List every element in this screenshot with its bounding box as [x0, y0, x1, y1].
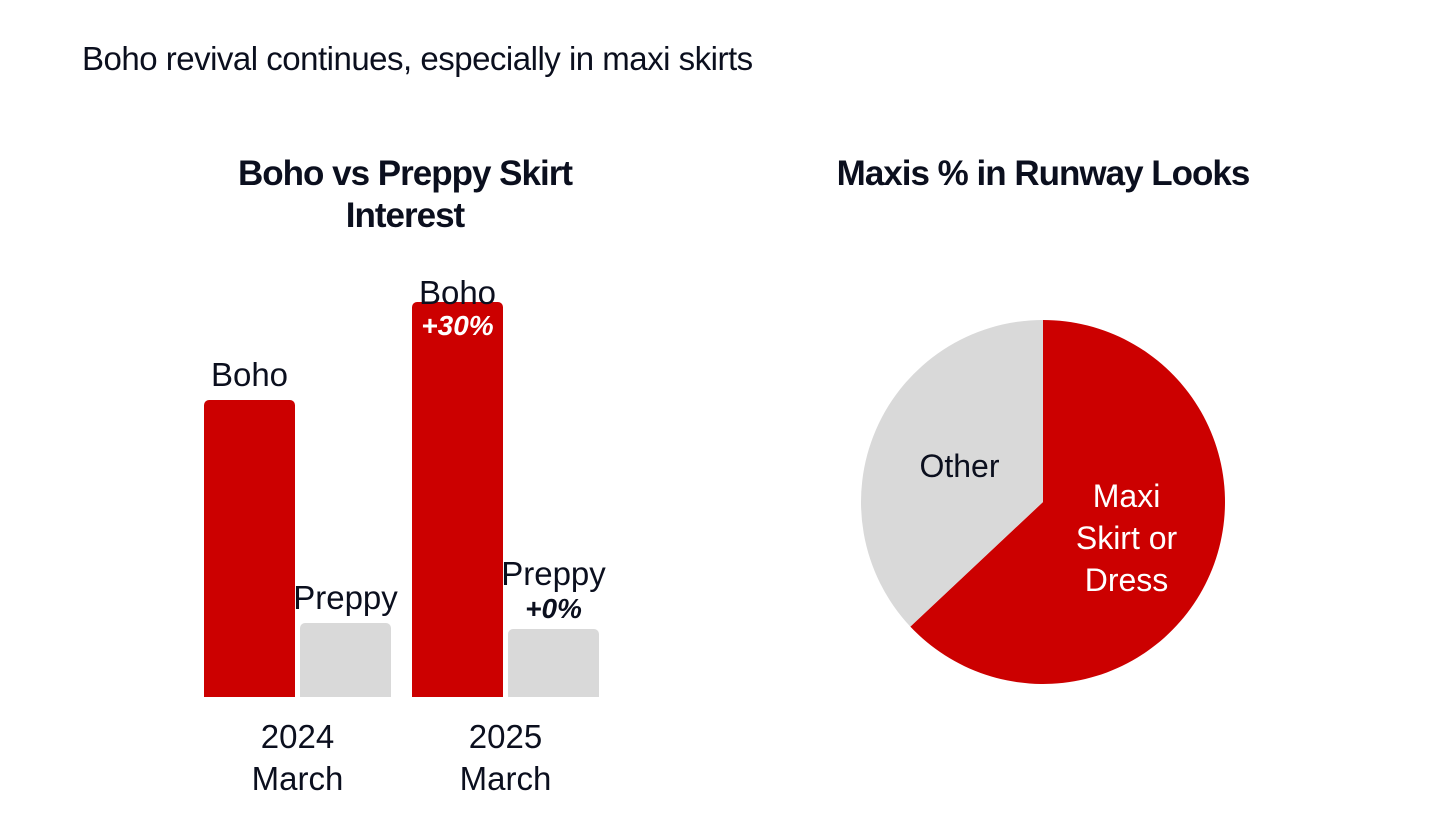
- pie-slice: [860, 320, 1043, 627]
- chart-title: Boho vs Preppy Skirt Interest: [238, 154, 573, 235]
- bar-annotation: +0%: [525, 592, 582, 624]
- bar-annotation: +30%: [421, 310, 494, 341]
- pie-label: Maxi Skirt or Dress: [1075, 478, 1178, 599]
- bar: [508, 628, 599, 697]
- chart-title: Maxis % in Runway Looks: [836, 154, 1251, 193]
- page-title: Boho revival continues, especially in ma…: [82, 40, 753, 77]
- series-label: Boho: [418, 274, 497, 311]
- series-label: Preppy: [293, 578, 398, 616]
- series-label: Preppy: [501, 554, 606, 592]
- x-tick-label: 2025 March: [459, 718, 552, 797]
- pie-slice: [910, 320, 1226, 684]
- bar: [412, 302, 503, 697]
- bar: [204, 400, 295, 697]
- x-tick-label: 2024 March: [251, 718, 344, 797]
- pie-label: Other: [919, 447, 1000, 484]
- series-label: Boho: [210, 356, 289, 393]
- bar: [300, 622, 391, 697]
